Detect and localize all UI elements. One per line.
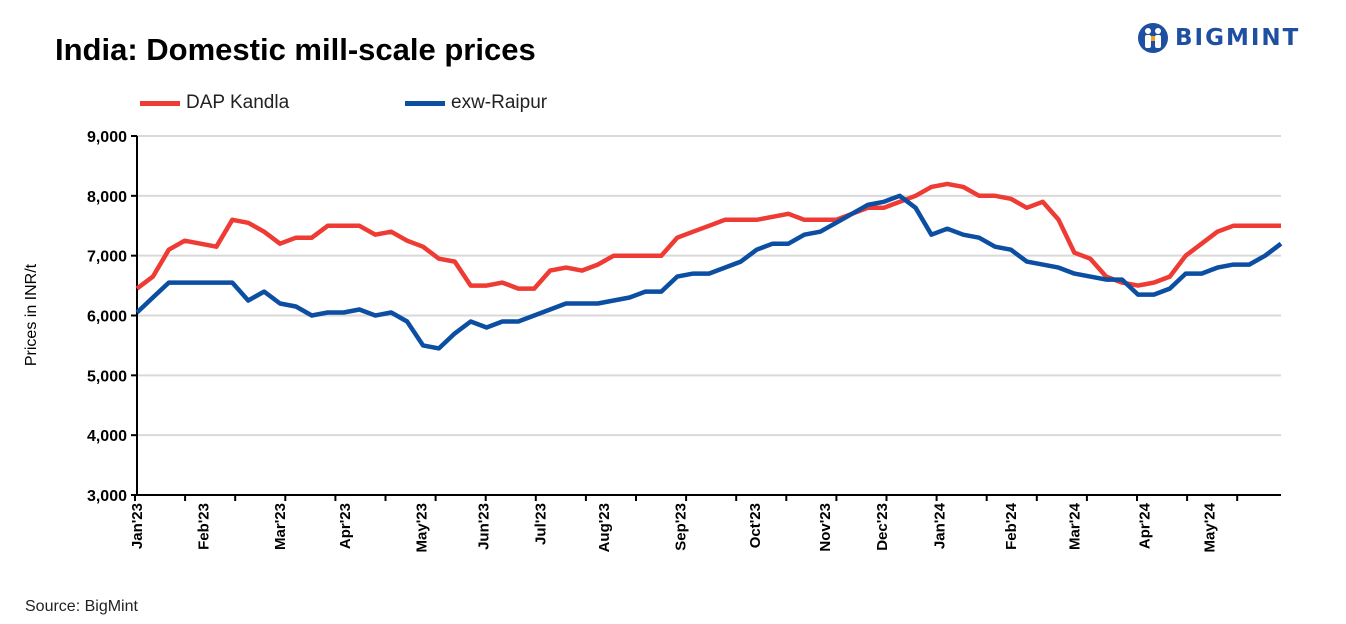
legend: DAP Kandla exw-Raipur xyxy=(140,92,670,114)
y-tick-label: 3,000 xyxy=(87,488,127,505)
y-tick-label: 5,000 xyxy=(87,368,127,385)
bigmint-logo: BIGMINT xyxy=(1137,22,1300,54)
x-tick-label: Jan'24 xyxy=(931,502,948,549)
y-tick-label: 7,000 xyxy=(87,249,127,266)
x-tick-label: Dec'23 xyxy=(874,503,891,551)
x-tick-label: Jun'23 xyxy=(475,503,492,550)
x-tick-label: May'24 xyxy=(1202,502,1219,552)
y-tick-label: 8,000 xyxy=(87,189,127,206)
y-tick-label: 6,000 xyxy=(87,309,127,326)
legend-item-dap-kandla: DAP Kandla xyxy=(140,92,405,114)
x-tick-label: Sep'23 xyxy=(672,503,689,551)
x-tick-label: Nov'23 xyxy=(817,503,834,552)
x-tick-label: Jan'23 xyxy=(129,503,146,549)
source-note: Source: BigMint xyxy=(25,598,138,615)
series-line-dap-kandla xyxy=(135,181,1281,291)
x-tick-label: Feb'24 xyxy=(1003,502,1020,550)
x-tick-label: Apr'24 xyxy=(1136,502,1153,549)
x-tick-label: Oct'23 xyxy=(747,503,764,548)
y-tick-label: 9,000 xyxy=(87,129,127,146)
y-tick-label: 4,000 xyxy=(87,428,127,445)
series-line-exw-raipur xyxy=(135,193,1283,351)
legend-swatch xyxy=(140,100,180,106)
y-axis-label: Prices in INR/t xyxy=(23,263,40,366)
x-tick-label: Jul'23 xyxy=(533,503,550,545)
x-tick-label: Aug'23 xyxy=(596,503,613,552)
brand-name: BIGMINT xyxy=(1175,25,1301,51)
x-tick-label: Mar'24 xyxy=(1066,502,1083,550)
x-tick-label: Mar'23 xyxy=(272,503,289,550)
x-tick-label: Feb'23 xyxy=(196,503,213,550)
legend-item-exw-raipur: exw-Raipur xyxy=(405,92,670,114)
legend-label: DAP Kandla xyxy=(186,92,290,113)
x-tick-label: Apr'23 xyxy=(337,503,354,549)
x-tick-label: May'23 xyxy=(413,503,430,552)
bigmint-logo-icon xyxy=(1138,23,1168,53)
legend-swatch xyxy=(405,100,445,106)
legend-label: exw-Raipur xyxy=(451,92,548,113)
chart-title: India: Domestic mill-scale prices xyxy=(55,32,536,67)
